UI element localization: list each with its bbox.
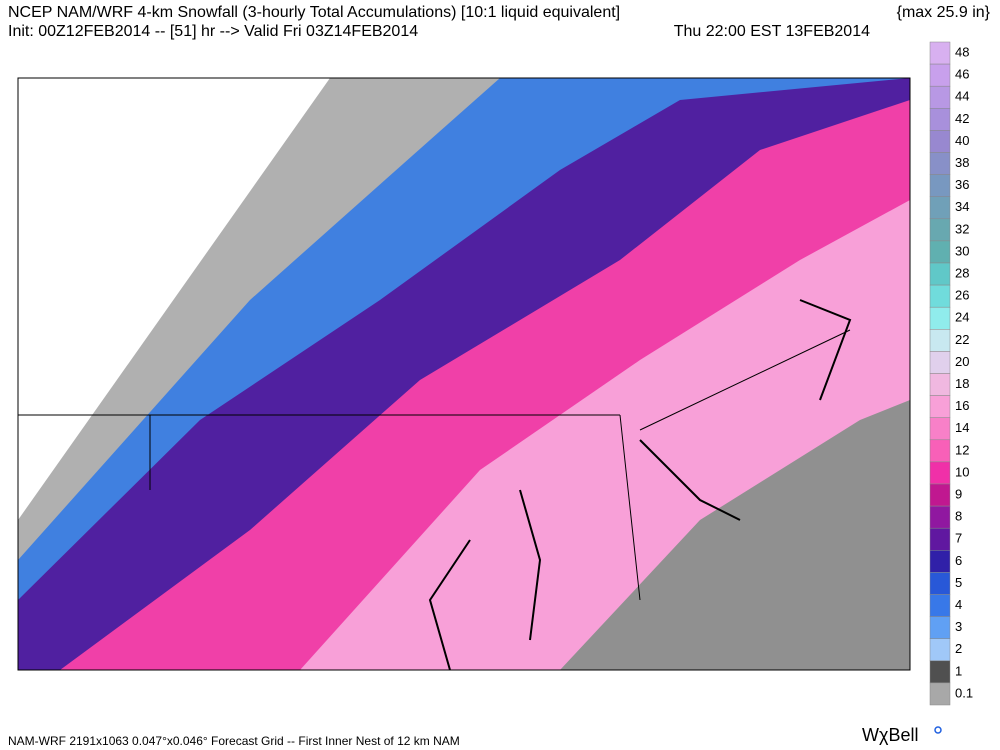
- max-value: {max 25.9 in}: [897, 4, 991, 21]
- colorbar-swatch: [929, 351, 951, 374]
- colorbar-swatch: [929, 439, 951, 463]
- colorbar-label: 18: [955, 376, 969, 391]
- colorbar-swatch: [929, 527, 951, 551]
- colorbar-label: 14: [955, 420, 969, 435]
- colorbar-swatch: [929, 306, 951, 330]
- colorbar-label: 10: [955, 464, 969, 479]
- colorbar-swatch: [929, 218, 951, 242]
- colorbar-swatch: [929, 41, 951, 65]
- colorbar-swatch: [929, 483, 951, 507]
- colorbar-swatch: [929, 240, 951, 264]
- colorbar-swatch: [929, 395, 951, 418]
- colorbar-label: 4: [955, 597, 962, 612]
- colorbar-label: 46: [955, 67, 969, 82]
- colorbar-label: 1: [955, 663, 962, 678]
- colorbar-label: 20: [955, 354, 969, 369]
- colorbar-swatch: [929, 461, 951, 485]
- colorbar-swatch: [929, 262, 951, 286]
- local-time: Thu 22:00 EST 13FEB2014: [674, 23, 870, 40]
- colorbar-label: 36: [955, 177, 969, 192]
- colorbar-label: 6: [955, 553, 962, 568]
- state-boundary: [18, 329, 851, 601]
- colorbar-label: 12: [955, 442, 969, 457]
- colorbar-label: 32: [955, 221, 969, 236]
- colorbar-swatch: [929, 616, 951, 639]
- colorbar-swatch: [929, 505, 951, 529]
- colorbar-label: 0.1: [955, 685, 973, 700]
- logo: WχBell: [862, 725, 918, 745]
- init-valid: Init: 00Z12FEB2014 -- [51] hr --> Valid …: [8, 23, 418, 40]
- colorbar-swatch: [929, 682, 951, 706]
- grid-info: NAM-WRF 2191x1063 0.047°x0.046° Forecast…: [8, 734, 460, 748]
- colorbar-label: 7: [955, 531, 962, 546]
- colorbar-swatch: [929, 152, 951, 175]
- colorbar-swatch: [929, 63, 951, 87]
- colorbar-label: 9: [955, 486, 962, 501]
- colorbar-swatch: [929, 85, 951, 109]
- colorbar-label: 30: [955, 243, 969, 258]
- colorbar-label: 22: [955, 332, 969, 347]
- logo-dot: [934, 726, 942, 734]
- colorbar-label: 42: [955, 111, 969, 126]
- colorbar-swatch: [929, 284, 951, 308]
- colorbar-label: 26: [955, 288, 969, 303]
- low-snow-southeast: [560, 400, 910, 670]
- colorbar-label: 8: [955, 509, 962, 524]
- colorbar-label: 40: [955, 133, 969, 148]
- colorbar-swatch: [929, 660, 951, 684]
- title: NCEP NAM/WRF 4-km Snowfall (3-hourly Tot…: [8, 4, 620, 21]
- colorbar-label: 2: [955, 641, 962, 656]
- colorbar-label: 28: [955, 265, 969, 280]
- colorbar-swatch: [929, 572, 951, 595]
- colorbar-label: 16: [955, 398, 969, 413]
- colorbar-swatch: [929, 329, 951, 352]
- colorbar-swatch: [929, 638, 951, 662]
- colorbar-swatch: [929, 417, 951, 441]
- map-frame: [17, 77, 911, 671]
- map: [18, 78, 910, 670]
- colorbar: 4846444240383634323028262422201816141210…: [929, 41, 973, 706]
- colorbar-label: 48: [955, 44, 969, 59]
- colorbar-swatch: [929, 594, 951, 617]
- colorbar-label: 24: [955, 310, 969, 325]
- colorbar-swatch: [929, 196, 951, 220]
- colorbar-label: 3: [955, 619, 962, 634]
- colorbar-label: 5: [955, 575, 962, 590]
- coastline: [428, 299, 852, 670]
- colorbar-swatch: [929, 373, 951, 396]
- colorbar-label: 44: [955, 89, 969, 104]
- colorbar-swatch: [929, 550, 951, 573]
- colorbar-label: 38: [955, 155, 969, 170]
- colorbar-swatch: [929, 108, 951, 131]
- colorbar-swatch: [929, 130, 951, 153]
- colorbar-label: 34: [955, 199, 969, 214]
- colorbar-swatch: [929, 174, 951, 197]
